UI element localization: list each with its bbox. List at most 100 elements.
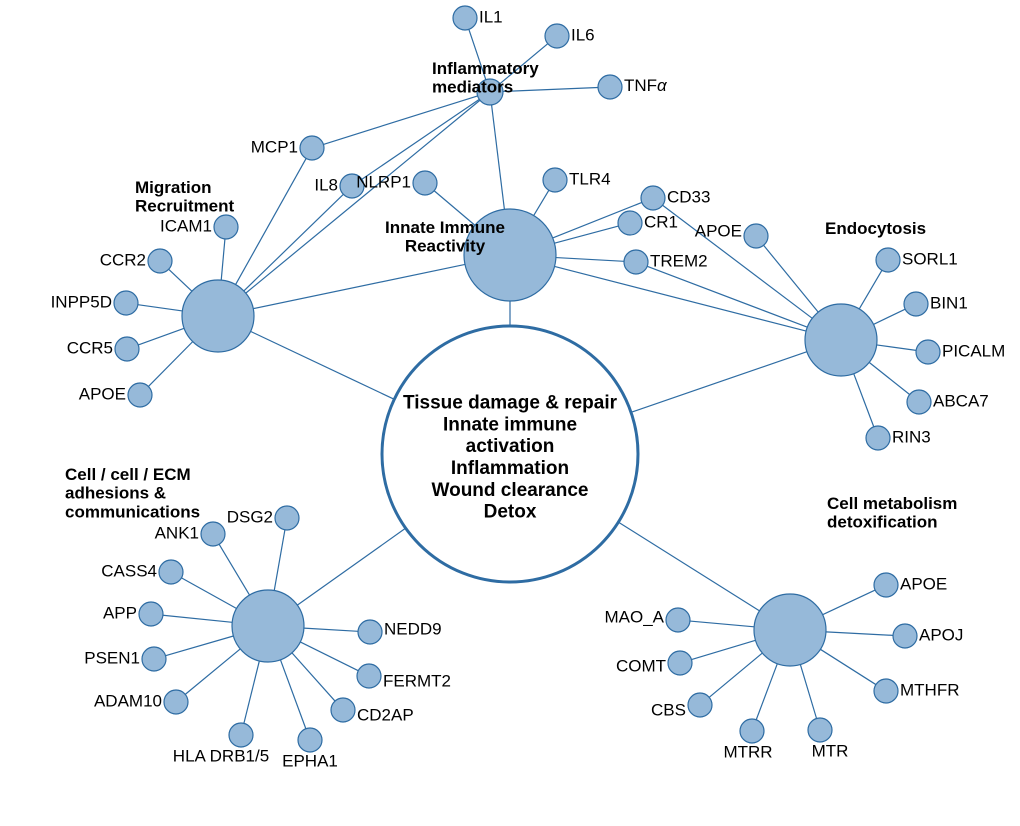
- edge: [820, 649, 875, 684]
- leaf-label: BIN1: [930, 293, 968, 312]
- edge: [148, 342, 192, 387]
- edge: [323, 96, 477, 144]
- edge: [246, 100, 480, 293]
- edge: [236, 158, 307, 284]
- edge: [280, 660, 305, 729]
- edge: [690, 621, 754, 627]
- leaf-label: CCR5: [67, 338, 113, 357]
- edge: [555, 266, 807, 331]
- leaf-node: [164, 690, 188, 714]
- leaf-node: [139, 602, 163, 626]
- edge: [297, 528, 405, 605]
- leaf-label: NEDD9: [384, 619, 442, 638]
- edge: [554, 226, 618, 243]
- leaf-label: TNFα: [624, 76, 668, 95]
- leaf-label: MTHFR: [900, 680, 959, 699]
- edge: [709, 653, 762, 697]
- edge: [163, 615, 232, 622]
- leaf-node: [618, 211, 642, 235]
- leaf-node: [668, 651, 692, 675]
- edge: [823, 590, 876, 615]
- leaf-node: [298, 728, 322, 752]
- leaf-node: [916, 340, 940, 364]
- leaf-label: TLR4: [569, 169, 611, 188]
- leaf-node: [300, 136, 324, 160]
- leaf-node: [808, 718, 832, 742]
- leaf-node: [142, 647, 166, 671]
- leaf-node: [893, 624, 917, 648]
- edge: [691, 640, 755, 659]
- leaf-label: SORL1: [902, 249, 958, 268]
- leaf-node: [214, 215, 238, 239]
- leaf-label: MCP1: [251, 137, 298, 156]
- leaf-label: CCR2: [100, 250, 146, 269]
- leaf-label: INPP5D: [51, 292, 112, 311]
- leaf-node: [545, 24, 569, 48]
- leaf-label: IL6: [571, 25, 595, 44]
- leaf-node: [876, 248, 900, 272]
- edge: [859, 270, 882, 309]
- leaf-node: [641, 186, 665, 210]
- leaf-node: [543, 168, 567, 192]
- edge: [138, 305, 182, 311]
- leaf-node: [874, 573, 898, 597]
- leaf-label: CBS: [651, 700, 686, 719]
- leaf-label: ADAM10: [94, 691, 162, 710]
- leaf-label: IL8: [314, 175, 338, 194]
- leaf-node: [331, 698, 355, 722]
- leaf-label: APOJ: [919, 625, 963, 644]
- leaf-label: ANK1: [155, 523, 199, 542]
- nodes-layer: [114, 6, 940, 752]
- hub-label-endocytosis: Endocytosis: [825, 219, 926, 238]
- edge: [618, 522, 759, 611]
- edge: [181, 578, 236, 609]
- hub-node-adhesions: [232, 590, 304, 662]
- edge: [274, 530, 285, 591]
- leaf-node: [115, 337, 139, 361]
- leaf-label: APOE: [900, 574, 947, 593]
- edge: [304, 628, 358, 631]
- leaf-label: ICAM1: [160, 216, 212, 235]
- leaf-node: [904, 292, 928, 316]
- edge: [169, 269, 192, 291]
- leaf-label: APOE: [79, 384, 126, 403]
- leaf-label: COMT: [616, 656, 666, 675]
- leaf-node: [358, 620, 382, 644]
- leaf-node: [201, 522, 225, 546]
- hub-label-metabolism: Cell metabolismdetoxification: [827, 494, 957, 532]
- leaf-label: HLA DRB1/5: [173, 746, 269, 765]
- leaf-node: [229, 723, 253, 747]
- edge: [826, 632, 893, 635]
- leaf-label: DSG2: [227, 507, 273, 526]
- leaf-node: [740, 719, 764, 743]
- edge: [534, 190, 549, 215]
- leaf-label: ABCA7: [933, 391, 989, 410]
- leaf-label: APOE: [695, 221, 742, 240]
- edge: [854, 374, 874, 427]
- leaf-label: MTR: [812, 741, 849, 760]
- hub-node-metabolism: [754, 594, 826, 666]
- edge: [631, 352, 807, 413]
- leaf-node: [453, 6, 477, 30]
- leaf-label: CD2AP: [357, 705, 414, 724]
- leaf-label: CR1: [644, 212, 678, 231]
- edge: [166, 636, 234, 656]
- leaf-node: [275, 506, 299, 530]
- leaf-label: IL1: [479, 7, 503, 26]
- leaf-label: NLRP1: [356, 172, 411, 191]
- leaf-node: [907, 390, 931, 414]
- hub-label-adhesions: Cell / cell / ECMadhesions &communicatio…: [65, 465, 200, 521]
- leaf-node: [874, 679, 898, 703]
- leaf-label: RIN3: [892, 427, 931, 446]
- leaf-node: [744, 224, 768, 248]
- leaf-node: [866, 426, 890, 450]
- hub-label-migration: MigrationRecruitment: [135, 178, 235, 216]
- leaf-label: FERMT2: [383, 671, 451, 690]
- edge: [873, 309, 905, 324]
- leaf-node: [666, 608, 690, 632]
- edge: [292, 653, 335, 701]
- edge: [244, 661, 259, 723]
- edge: [251, 331, 395, 399]
- edge: [253, 264, 465, 308]
- leaf-node: [128, 383, 152, 407]
